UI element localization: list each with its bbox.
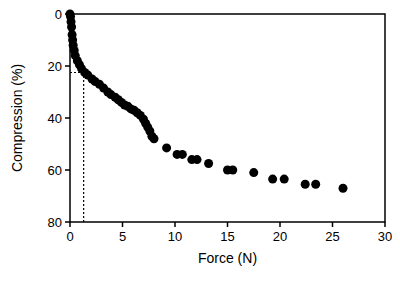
point <box>228 166 237 175</box>
chart: 0 5 10 15 20 25 30 0 20 40 60 80 Force (N) Compressio… <box>0 0 400 298</box>
point <box>162 143 171 152</box>
point <box>339 184 348 193</box>
x-tick <box>384 222 386 227</box>
point <box>67 23 76 32</box>
point <box>249 168 258 177</box>
y-tick-label: 80 <box>48 215 62 230</box>
x-tick-label: 0 <box>66 229 73 244</box>
y-tick-label: 0 <box>55 7 62 22</box>
reference-vline <box>83 73 84 223</box>
x-axis-label: Force (N) <box>198 250 257 266</box>
point <box>193 155 202 164</box>
point <box>150 134 159 143</box>
point <box>178 150 187 159</box>
point <box>301 180 310 189</box>
x-tick <box>332 222 334 227</box>
x-tick <box>279 222 281 227</box>
point <box>204 159 213 168</box>
x-tick <box>174 222 176 227</box>
point <box>268 175 277 184</box>
point <box>311 180 320 189</box>
y-tick-label: 20 <box>48 59 62 74</box>
x-tick <box>227 222 229 227</box>
x-tick-label: 25 <box>325 229 339 244</box>
point <box>280 175 289 184</box>
x-tick-label: 30 <box>378 229 392 244</box>
y-tick-label: 40 <box>48 111 62 126</box>
y-tick <box>65 65 70 67</box>
y-tick <box>65 169 70 171</box>
y-tick <box>65 221 70 223</box>
x-tick-label: 10 <box>168 229 182 244</box>
x-tick-label: 15 <box>220 229 234 244</box>
y-axis-label: Compression (%) <box>9 64 25 172</box>
y-tick-label: 60 <box>48 163 62 178</box>
y-tick <box>65 117 70 119</box>
x-tick-label: 20 <box>273 229 287 244</box>
x-tick-label: 5 <box>119 229 126 244</box>
x-tick <box>122 222 124 227</box>
plot-frame <box>70 14 385 222</box>
plot-area <box>66 10 348 223</box>
